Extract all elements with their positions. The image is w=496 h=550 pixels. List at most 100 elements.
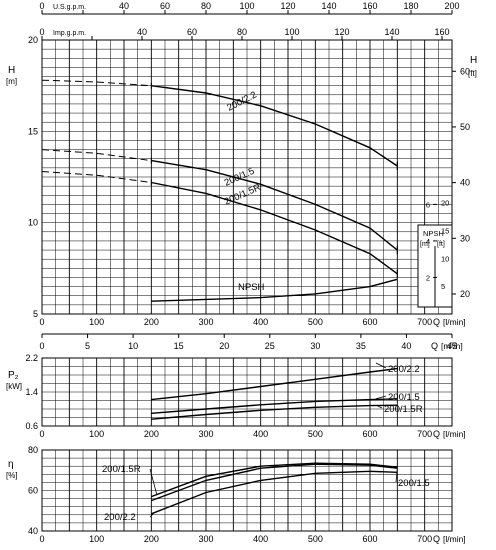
imp-gpm-label: Imp.g.p.m.: [53, 30, 86, 37]
x-tick-label: 700: [417, 534, 432, 544]
plot-frame: [41, 357, 453, 427]
series-label-leader: [149, 468, 158, 495]
plot-frame: [41, 449, 453, 532]
us-gpm-tick-label: 180: [403, 1, 418, 11]
us-gpm-tick-label: 80: [201, 1, 211, 11]
frame-layer: [41, 10, 456, 532]
x-tick-label: 0: [39, 317, 44, 327]
imp-gpm-tick-label: 140: [384, 27, 399, 37]
y-tick-label: 40: [28, 526, 38, 536]
npsh-ft-tick-label: 15: [441, 226, 449, 235]
ft-tick-label: 60: [460, 66, 470, 76]
series-label-efficiency: 200/1.5: [398, 478, 430, 489]
y-tick-label: 10: [28, 218, 38, 228]
m3h-tick-label: 20: [219, 341, 229, 351]
npsh-ft-tick-label: 10: [441, 254, 449, 263]
x-axis-label: Q: [433, 429, 440, 439]
x-tick-label: 600: [362, 317, 377, 327]
y-axis-label: H: [8, 65, 15, 76]
us-gpm-label: U.S.g.p.m.: [53, 4, 86, 11]
m3h-tick-label: 45: [447, 341, 457, 351]
us-gpm-tick-label: 100: [239, 1, 254, 11]
curve-head-3: [151, 278, 398, 302]
ft-tick-label: 30: [460, 233, 470, 243]
y-axis-unit: [%]: [6, 471, 18, 480]
npsh-m-tick-label: 4: [426, 237, 430, 246]
series-label-leader: [375, 395, 387, 400]
x-tick-label: 400: [253, 429, 268, 439]
x-tick-label: 600: [362, 534, 377, 544]
us-gpm-tick-label: 120: [280, 1, 295, 11]
imp-gpm-tick-label: 40: [137, 27, 147, 37]
y-tick-label: 1.4: [25, 387, 38, 397]
m3h-axis-unit: [m³/h]: [441, 341, 463, 351]
x-tick-label: 400: [253, 534, 268, 544]
y-tick-label: 80: [28, 445, 38, 455]
npsh-ft-tick-label: 5: [441, 282, 445, 291]
x-tick-label: 100: [89, 317, 104, 327]
x-axis-label: Q: [433, 317, 440, 327]
curve-power-0: [151, 367, 398, 401]
x-tick-label: 600: [362, 429, 377, 439]
npsh-unit-m: [m]: [420, 241, 430, 248]
right-y-axis-unit: [ft]: [468, 69, 477, 78]
imp-gpm-tick-label: 60: [187, 27, 197, 37]
curve-head-0: [151, 85, 398, 167]
m3h-tick-label: 10: [128, 341, 138, 351]
imp-gpm-tick-label: 160: [434, 27, 449, 37]
x-tick-label: 300: [198, 534, 213, 544]
x-tick-label: 200: [144, 317, 159, 327]
x-tick-label: 700: [417, 429, 432, 439]
imp-gpm-tick-label: 100: [284, 27, 299, 37]
x-tick-label: 500: [308, 429, 323, 439]
curve-head-2: [151, 181, 398, 275]
x-tick-label: 300: [198, 317, 213, 327]
x-axis-unit: [l/min]: [443, 534, 466, 544]
us-gpm-tick-label: 40: [119, 1, 129, 11]
curve-efficiency-0: [151, 462, 398, 498]
y-tick-label: 2.2: [25, 353, 38, 363]
x-tick-label: 0: [39, 429, 44, 439]
x-axis-unit: [l/min]: [443, 429, 466, 439]
m3h-tick-label: 25: [265, 341, 275, 351]
y-tick-label: 20: [28, 35, 38, 45]
series-label-efficiency: 200/1.5R: [102, 464, 141, 475]
npsh-ft-tick-label: 20: [441, 199, 449, 208]
imp-gpm-tick-label: 120: [334, 27, 349, 37]
y-axis-unit: [kW]: [6, 382, 22, 391]
curve-head-0-extrapolation: [41, 79, 152, 87]
x-tick-label: 700: [417, 317, 432, 327]
curve-head-1: [151, 159, 398, 251]
imp-gpm-tick-label: 80: [237, 27, 247, 37]
y-tick-label: 0.6: [25, 421, 38, 431]
us-gpm-tick-label: 0: [39, 1, 44, 11]
x-tick-label: 500: [308, 317, 323, 327]
series-label-power: 200/2.2: [388, 364, 420, 375]
y-tick-label: 60: [28, 486, 38, 496]
m3h-tick-label: 30: [310, 341, 320, 351]
y-axis-label: P₂: [8, 370, 19, 381]
m3h-tick-label: 0: [39, 341, 44, 351]
curve-power-1: [151, 398, 398, 414]
x-axis-label: Q: [433, 534, 440, 544]
y-axis-unit: [m]: [6, 77, 17, 86]
plot-frame: [41, 39, 453, 315]
curve-layer: [41, 79, 398, 518]
npsh-unit-ft: [ft]: [437, 241, 445, 248]
x-tick-label: 200: [144, 429, 159, 439]
m3h-tick-label: 35: [356, 341, 366, 351]
npsh-m-tick-label: 2: [426, 273, 430, 282]
imp-gpm-tick-label: 0: [39, 27, 44, 37]
x-tick-label: 200: [144, 534, 159, 544]
m3h-tick-label: 40: [401, 341, 411, 351]
m3h-tick-label: 15: [174, 341, 184, 351]
series-label-leader: [375, 362, 387, 369]
ft-tick-label: 20: [460, 289, 470, 299]
x-tick-label: 100: [89, 534, 104, 544]
curve-power-2: [151, 404, 398, 420]
us-gpm-tick-label: 60: [160, 1, 170, 11]
y-tick-label: 5: [33, 309, 38, 319]
us-gpm-tick-label: 140: [321, 1, 336, 11]
x-axis-unit: [l/min]: [443, 317, 466, 327]
